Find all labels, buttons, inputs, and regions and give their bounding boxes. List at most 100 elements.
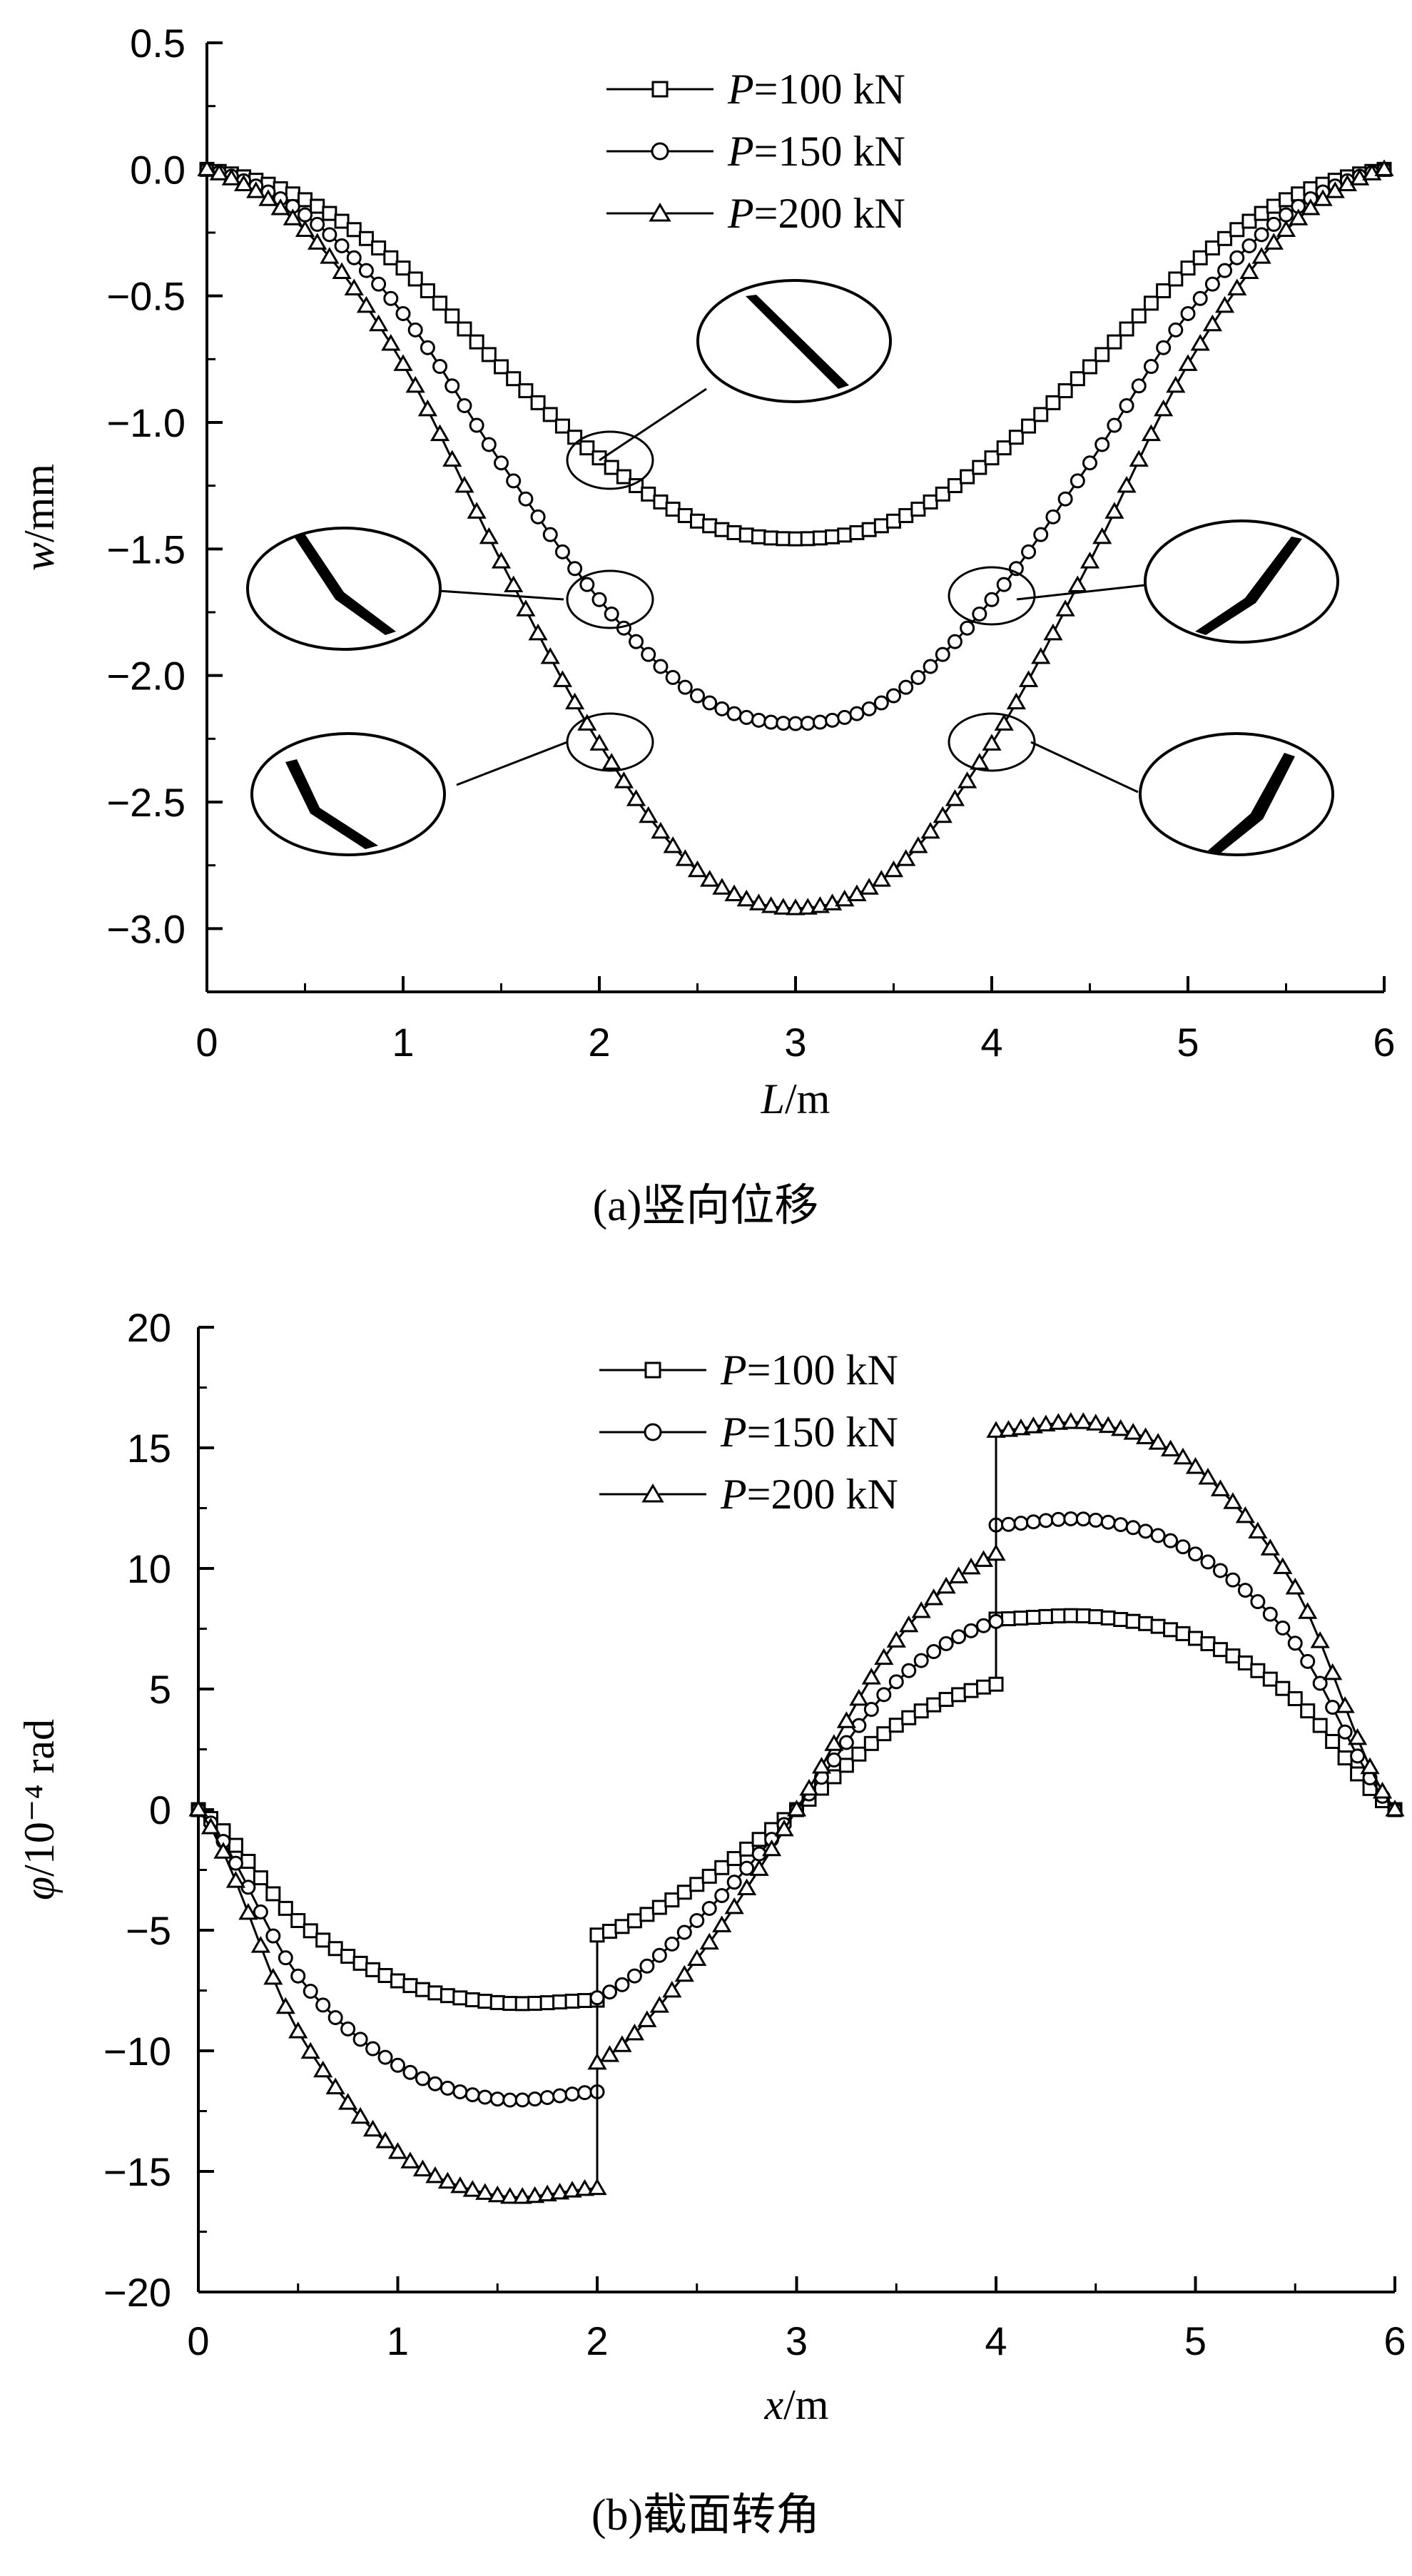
data-point [751, 529, 766, 544]
data-point [464, 2087, 480, 2103]
data-point [972, 460, 987, 475]
data-point [913, 1653, 929, 1668]
data-point [972, 606, 987, 622]
data-point [1300, 1703, 1316, 1719]
data-point [1225, 1572, 1241, 1588]
data-point [479, 527, 499, 544]
data-point [876, 1687, 892, 1703]
legend-marker [641, 1484, 664, 1503]
data-point [687, 860, 708, 878]
data-point [763, 530, 779, 546]
data-point [700, 870, 720, 887]
data-point [475, 2183, 495, 2200]
data-point [322, 227, 337, 243]
data-point [1337, 1750, 1353, 1766]
data-point [1287, 1691, 1303, 1707]
data-point [310, 198, 325, 214]
data-point [1048, 1413, 1068, 1430]
data-point [896, 849, 916, 866]
data-point [626, 1913, 642, 1929]
data-point [265, 1886, 281, 1902]
data-point [1094, 437, 1110, 452]
data-point [651, 1900, 667, 1915]
data-point [676, 1885, 692, 1900]
data-point [246, 181, 266, 198]
data-point [263, 1967, 283, 1985]
legend-label: P=100 kN [727, 66, 905, 113]
data-point [873, 695, 889, 711]
series-triangle [197, 159, 1394, 916]
data-point [714, 1887, 730, 1903]
data-point [1223, 1492, 1243, 1509]
data-point [1088, 1512, 1104, 1528]
data-point [1100, 1610, 1116, 1626]
data-point [936, 1576, 956, 1594]
data-point [1154, 399, 1174, 417]
data-point [452, 1990, 468, 2006]
data-point [1156, 340, 1172, 355]
data-point [432, 295, 448, 311]
data-point [589, 1927, 605, 1943]
data-point [651, 1947, 667, 1963]
data-point [577, 1993, 593, 2009]
y-tick-label: −1.0 [106, 400, 186, 445]
data-point [450, 2176, 470, 2194]
data-point [599, 2045, 620, 2062]
data-point [1011, 1418, 1031, 1436]
data-point [427, 2076, 443, 2091]
data-point [591, 450, 607, 466]
data-point [662, 1980, 682, 1998]
data-point [624, 2023, 645, 2041]
data-point [440, 2080, 455, 2096]
data-point [1310, 1631, 1330, 1648]
data-point [861, 1668, 881, 1685]
data-point [738, 709, 754, 725]
data-point [663, 836, 683, 853]
data-point [751, 712, 766, 728]
data-point [1125, 1520, 1141, 1536]
data-point [859, 878, 879, 895]
data-point [1185, 1457, 1206, 1474]
data-point [1075, 1608, 1091, 1623]
data-point [405, 375, 425, 393]
data-point [356, 295, 377, 313]
data-point [1287, 1636, 1303, 1651]
legend: P=100 kN P=150 kN P=200 kN [606, 66, 905, 237]
data-point [851, 1746, 867, 1762]
data-point [225, 1871, 246, 1888]
data-point [1323, 1663, 1343, 1680]
data-point [275, 1997, 295, 2014]
data-point [477, 1994, 493, 2009]
data-point [751, 1832, 767, 1847]
data-point [315, 1932, 331, 1948]
data-point [1285, 1578, 1305, 1595]
data-point [462, 2180, 482, 2197]
data-point [1227, 278, 1247, 295]
legend-label: P=150 kN [720, 1409, 898, 1456]
data-point [1180, 260, 1196, 276]
y-tick-label: −2.5 [106, 780, 186, 825]
data-point [1070, 371, 1085, 387]
data-point [970, 753, 990, 770]
data-point [1119, 397, 1134, 413]
data-point [327, 1941, 343, 1957]
data-point [1175, 1539, 1191, 1555]
figure-caption: (a)竖向位移 [593, 1182, 819, 1230]
data-point [494, 455, 509, 471]
data-point [253, 1904, 268, 1920]
data-point [838, 1758, 854, 1773]
data-point [926, 1697, 942, 1713]
y-tick-label: 15 [127, 1426, 171, 1471]
data-point [1045, 395, 1061, 410]
data-point [1190, 333, 1210, 351]
data-point [1212, 1642, 1228, 1658]
data-point [539, 1995, 555, 2011]
data-point [849, 524, 865, 540]
data-point [849, 706, 865, 721]
data-point [1038, 1608, 1054, 1624]
data-point [278, 1900, 293, 1916]
data-point [1251, 247, 1271, 264]
data-point [888, 1674, 904, 1690]
data-point [362, 2119, 383, 2137]
data-point [786, 1800, 807, 1817]
